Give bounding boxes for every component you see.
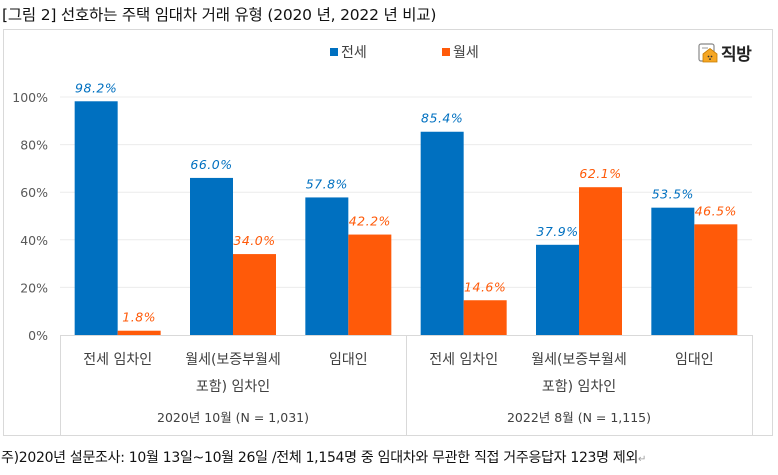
x-category-label: 임대인	[675, 352, 714, 368]
x-category-label: 전세 임차인	[429, 352, 498, 368]
x-group-label: 2020년 10월 (N = 1,031)	[157, 410, 309, 425]
y-tick-label: 20%	[20, 280, 48, 295]
data-label: 53.5%	[652, 187, 694, 202]
legend-label: 전세	[341, 45, 367, 61]
bar-wolse	[694, 224, 738, 335]
bar-wolse	[117, 330, 161, 335]
data-label: 1.8%	[122, 310, 156, 325]
data-label: 62.1%	[579, 166, 621, 181]
data-label: 98.2%	[75, 80, 117, 95]
data-label: 57.8%	[306, 176, 348, 191]
data-label: 14.6%	[464, 279, 506, 294]
legend-label: 월세	[453, 45, 479, 61]
x-category-label: 포함) 임차인	[542, 379, 616, 395]
y-axis-ticks: 0% 20% 40% 60% 80% 100%	[12, 90, 48, 343]
bar-jeonse	[305, 197, 349, 335]
house-logo-icon	[698, 42, 718, 62]
data-label: 66.0%	[190, 157, 232, 172]
x-category-label: 월세(보증부월세	[185, 352, 281, 368]
data-label: 34.0%	[233, 233, 275, 248]
x-category-label: 월세(보증부월세	[531, 352, 627, 368]
bar-wolse	[233, 254, 276, 335]
bar-jeonse	[190, 177, 233, 335]
paragraph-mark-icon: ↵	[638, 454, 647, 465]
y-tick-label: 80%	[20, 138, 48, 153]
x-category-label: 전세 임차인	[83, 352, 152, 368]
legend-swatch-jeonse	[330, 48, 338, 56]
bar-jeonse	[536, 244, 579, 335]
data-label: 85.4%	[421, 111, 463, 126]
x-category-label: 포함) 임차인	[196, 379, 270, 395]
logo-text: 직방	[721, 45, 752, 65]
legend: 전세 월세	[330, 45, 479, 61]
y-tick-label: 0%	[28, 328, 48, 343]
bar-jeonse	[651, 207, 695, 335]
legend-swatch-wolse	[442, 48, 450, 56]
x-category-label: 임대인	[329, 352, 368, 368]
data-label: 42.2%	[349, 214, 391, 229]
bar-wolse	[463, 300, 507, 335]
bar-jeonse	[74, 101, 118, 335]
footnote: 주)2020년 설문조사: 10월 13일~10월 26일 /전체 1,154명…	[1, 447, 646, 467]
data-label: 46.5%	[695, 203, 737, 218]
y-tick-label: 40%	[20, 233, 48, 248]
x-group-label: 2022년 8월 (N = 1,115)	[507, 410, 651, 425]
bars	[74, 101, 738, 335]
y-tick-label: 100%	[12, 90, 48, 105]
chart-frame	[3, 29, 773, 436]
data-labels: 98.2% 66.0% 57.8% 85.4% 37.9% 53.5% 1.8% 34.0% 4…	[75, 80, 737, 325]
gridlines	[60, 96, 752, 288]
bar-wolse	[579, 187, 622, 335]
brand-logo: 직방	[698, 40, 752, 65]
figure-title: [그림 2] 선호하는 주택 임대차 거래 유형 (2020 년, 2022 년…	[2, 6, 437, 24]
footnote-text: 주)2020년 설문조사: 10월 13일~10월 26일 /전체 1,154명…	[1, 450, 639, 466]
bar-jeonse	[420, 131, 464, 335]
data-label: 37.9%	[536, 224, 578, 239]
y-tick-label: 60%	[20, 185, 48, 200]
bar-wolse	[348, 234, 392, 335]
